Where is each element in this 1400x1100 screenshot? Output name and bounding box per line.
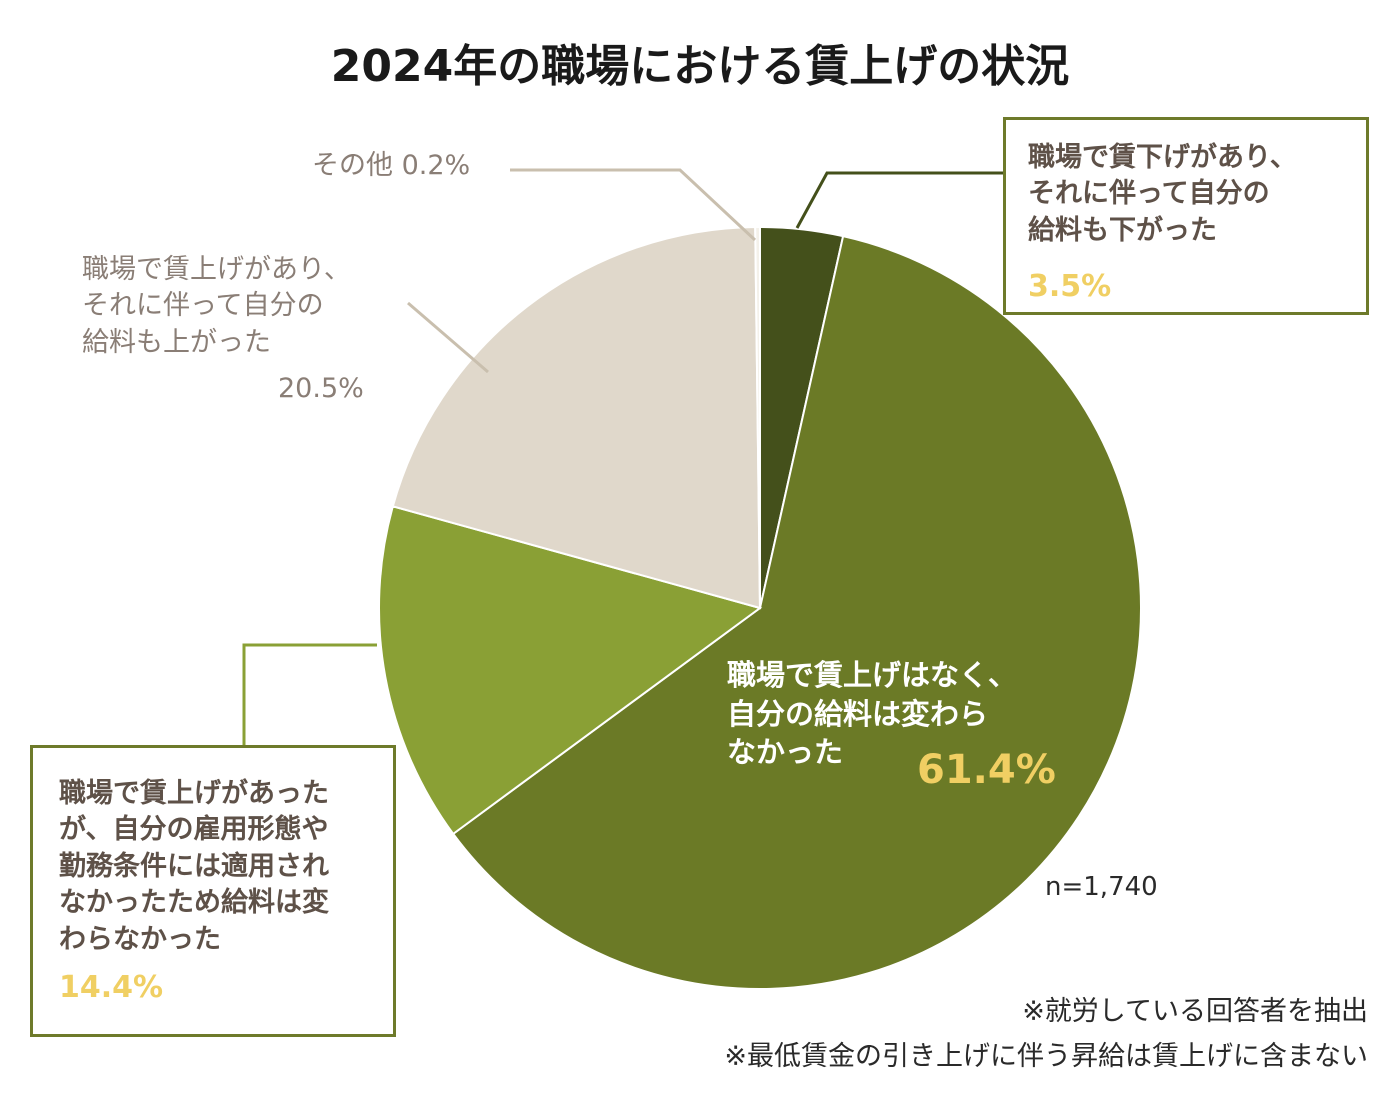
label-other-text: その他 — [312, 150, 393, 181]
label-other-pct: 0.2% — [401, 150, 471, 181]
label-pay-cut-line-2: それに伴って自分の — [1028, 178, 1270, 210]
leader-line-raised — [407, 301, 489, 374]
pie-slice-other — [754, 225, 761, 609]
label-pay-cut-line-1: 職場で賃下げがあり、 — [1028, 142, 1297, 173]
chart-title: 2024年の職場における賃上げの状況 — [330, 41, 1070, 92]
footnote-1: ※就労している回答者を抽出 — [1022, 996, 1368, 1027]
label-not-applied-line-4: なかったため給料は変 — [59, 887, 329, 919]
sample-size: n=1,740 — [1045, 872, 1158, 902]
pie-slice-unchanged — [451, 234, 1142, 991]
leader-line-not-applied — [242, 643, 377, 745]
label-not-applied-pct: 14.4% — [59, 970, 164, 1006]
label-other: その他 0.2% — [312, 148, 470, 184]
label-not-applied-line-3: 勤務条件には適用され — [59, 850, 329, 882]
label-raised-line-2: それに伴って自分の — [82, 290, 324, 322]
label-unchanged-line-3: なかった — [727, 735, 844, 770]
label-not-applied-line-5: わらなかった — [59, 923, 221, 955]
pie-slice-not-applied — [378, 505, 763, 836]
label-box-not-applied: 職場で賃上げがあった が、自分の雇用形態や 勤務条件には適用され なかったため給… — [30, 745, 396, 1037]
label-raised-line-1: 職場で賃上げがあり、 — [82, 254, 351, 285]
label-raised-line-3: 給料も上がった — [82, 326, 271, 358]
label-raised: 職場で賃上げがあり、 それに伴って自分の 給料も上がった 20.5% — [82, 252, 364, 408]
label-box-pay-cut: 職場で賃下げがあり、 それに伴って自分の 給料も下がった 3.5% — [1003, 117, 1369, 315]
footnote-2: ※最低賃金の引き上げに伴う昇給は賃上げに含まない — [724, 1040, 1368, 1072]
leader-line-other — [510, 168, 757, 242]
label-unchanged: 職場で賃上げはなく、 自分の給料は変わら なかった 61.4% — [727, 656, 1067, 806]
label-unchanged-pct: 61.4% — [917, 747, 1056, 793]
label-pay-cut-pct: 3.5% — [1028, 269, 1112, 305]
label-pay-cut-line-3: 給料も下がった — [1028, 214, 1217, 246]
pie-slice-raised — [391, 226, 762, 610]
leader-line-pay-cut — [795, 171, 1003, 229]
label-unchanged-line-2: 自分の給料は変わら — [727, 696, 989, 731]
label-not-applied-line-2: が、自分の雇用形態や — [59, 814, 329, 846]
label-not-applied-line-1: 職場で賃上げがあった — [59, 778, 329, 809]
label-raised-pct: 20.5% — [278, 373, 364, 405]
label-unchanged-line-1: 職場で賃上げはなく、 — [727, 658, 1018, 692]
footnotes: ※就労している回答者を抽出 ※最低賃金の引き上げに伴う昇給は賃上げに含まない — [724, 990, 1368, 1079]
